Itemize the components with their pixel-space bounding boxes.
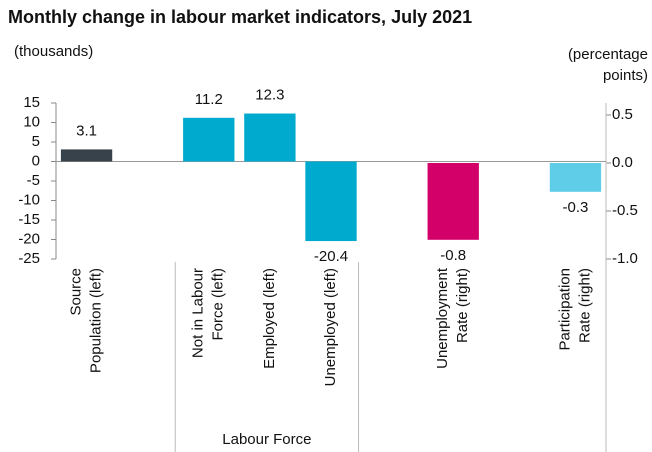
x-tick-label: Force (left)	[210, 268, 227, 341]
y-tick-label: -10	[18, 191, 40, 208]
value-label: 3.1	[76, 122, 97, 139]
y-tick-label: 0	[32, 152, 40, 169]
y-tick-label: 10	[23, 113, 40, 130]
bar	[305, 161, 357, 242]
x-tick-label: Rate (right)	[576, 268, 593, 343]
x-tick-label: Employed (left)	[261, 268, 278, 369]
value-label: -0.3	[563, 199, 589, 216]
y-tick-label: -25	[18, 250, 40, 267]
y2-tick-label: 0.5	[612, 106, 633, 123]
y-tick-label: -20	[18, 230, 40, 247]
bar	[244, 113, 296, 162]
value-label: 12.3	[255, 86, 284, 103]
bar	[60, 149, 113, 162]
y2-tick-label: -1.0	[612, 250, 638, 267]
x-tick-label: Unemployed (left)	[322, 268, 339, 386]
y-tick-label: -15	[18, 211, 40, 228]
x-tick-label: Unemployment	[434, 267, 451, 369]
y-tick-label: 5	[32, 133, 40, 150]
y2-tick-label: -0.5	[612, 202, 638, 219]
x-tick-label: Rate (right)	[454, 268, 471, 343]
y2-axis-label: (percentage	[568, 46, 648, 63]
bar	[183, 117, 235, 162]
value-label: -20.4	[314, 248, 348, 265]
y-axis-label: (thousands)	[14, 43, 93, 60]
bar	[549, 163, 602, 192]
y2-axis-label: points)	[603, 67, 648, 84]
group-label: Labour Force	[222, 431, 311, 448]
value-label: 11.2	[195, 91, 223, 108]
x-tick-label: Population (left)	[88, 268, 105, 373]
y-tick-label: 15	[23, 94, 40, 111]
value-label: -0.8	[440, 247, 466, 264]
x-tick-label: Participation	[556, 268, 573, 351]
x-tick-label: Source	[68, 268, 85, 316]
y-tick-label: -5	[27, 172, 40, 189]
x-tick-label: Not in Labour	[190, 268, 207, 358]
chart-title: Monthly change in labour market indicato…	[8, 7, 472, 27]
y2-tick-label: 0.0	[612, 154, 633, 171]
bar	[427, 163, 479, 240]
